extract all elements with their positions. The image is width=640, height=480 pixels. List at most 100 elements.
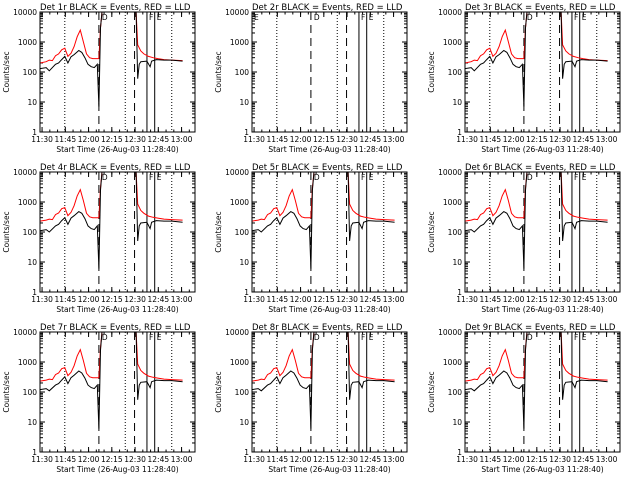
x-tick-label: 12:00 [503, 455, 525, 464]
plot-frame [464, 331, 621, 453]
y-tick-label: 1000 [18, 198, 37, 207]
x-tick-label: 11:30 [243, 135, 265, 144]
y-tick-label: 1000 [230, 38, 249, 47]
series-events-black [40, 332, 183, 429]
saturation-marker: D [527, 13, 533, 22]
x-tick-label: 12:45 [573, 295, 595, 304]
panel-det-5r: Det 5r BLACK = Events, RED = LLD Counts/s… [214, 163, 408, 314]
y-tick-label: 10 [452, 98, 462, 107]
x-axis-label: Start Time (26-Aug-03 11:28:40) [268, 465, 390, 474]
annotation-letter: E [157, 173, 162, 182]
annotation-letter: F [574, 13, 578, 22]
x-tick-label: 11:45 [267, 295, 289, 304]
y-tick-label: 100 [23, 228, 38, 237]
x-axis-label: Start Time (26-Aug-03 11:28:40) [56, 305, 178, 314]
saturation-marker: D [102, 13, 108, 22]
plot-frame [464, 11, 621, 133]
series-events-black [465, 12, 608, 107]
panel-det-3r: Det 3r BLACK = Events, RED = LLD Counts/s… [427, 3, 621, 154]
y-tick-label: 100 [23, 388, 38, 397]
annotation-letter: E [582, 13, 587, 22]
series-lld-red [40, 332, 183, 382]
x-tick-label: 13:00 [171, 455, 193, 464]
y-axis-label: Counts/sec [214, 371, 223, 412]
annotation-letter: E [369, 333, 374, 342]
x-tick-label: 12:15 [526, 135, 548, 144]
panel-title: Det 2r BLACK = Events, RED = LLD [252, 3, 403, 13]
annotation-letter: F [361, 173, 365, 182]
series-events-black [40, 172, 183, 269]
y-tick-label: 10000 [225, 168, 249, 177]
y-axis-label: Counts/sec [2, 51, 11, 92]
panel-title: Det 9r BLACK = Events, RED = LLD [465, 323, 616, 333]
x-tick-label: 13:00 [383, 295, 405, 304]
y-axis-label: Counts/sec [427, 211, 436, 252]
y-tick-label: 10000 [13, 8, 37, 17]
panel-title: Det 3r BLACK = Events, RED = LLD [465, 3, 616, 13]
x-tick-label: 12:00 [78, 135, 100, 144]
annotation-letter: E [369, 13, 374, 22]
x-tick-label: 11:30 [31, 295, 53, 304]
panel-det-9r: Det 9r BLACK = Events, RED = LLD Counts/s… [427, 323, 621, 474]
y-axis-label: Counts/sec [2, 371, 11, 412]
y-tick-label: 10 [239, 98, 249, 107]
y-tick-label: 10000 [438, 328, 462, 337]
y-tick-label: 10000 [225, 328, 249, 337]
series-events-black [465, 172, 608, 269]
x-tick-label: 11:45 [267, 135, 289, 144]
panel-title: Det 5r BLACK = Events, RED = LLD [252, 163, 403, 173]
y-tick-label: 10 [452, 258, 462, 267]
series-lld-red [40, 172, 183, 222]
x-tick-label: 11:45 [55, 135, 77, 144]
y-tick-label: 10 [27, 418, 37, 427]
x-tick-label: 13:00 [383, 455, 405, 464]
series-events-black [465, 332, 608, 429]
y-tick-label: 100 [448, 68, 463, 77]
panel-title: Det 7r BLACK = Events, RED = LLD [40, 323, 191, 333]
x-tick-label: 11:45 [267, 455, 289, 464]
annotation-letter: E [582, 333, 587, 342]
panel-det-7r: Det 7r BLACK = Events, RED = LLD Counts/s… [2, 323, 196, 474]
y-tick-label: 10000 [438, 8, 462, 17]
x-tick-label: 12:00 [290, 455, 312, 464]
y-axis-label: Counts/sec [427, 371, 436, 412]
y-tick-label: 10000 [438, 168, 462, 177]
y-tick-label: 1000 [230, 198, 249, 207]
series-lld-red [40, 12, 183, 64]
y-tick-label: 1 [244, 288, 249, 297]
x-tick-label: 12:45 [573, 135, 595, 144]
y-tick-label: 1 [32, 288, 37, 297]
plot-frame [39, 11, 196, 133]
annotation-letter: E [157, 333, 162, 342]
series-lld-red [465, 172, 608, 222]
y-tick-label: 100 [448, 228, 463, 237]
y-tick-label: 1 [244, 128, 249, 137]
plot-frame [251, 171, 408, 293]
annotation-letter: E [369, 173, 374, 182]
saturation-marker: D [527, 333, 533, 342]
series-events-black [252, 332, 395, 429]
y-tick-label: 10000 [225, 8, 249, 17]
annotation-letter: F [361, 333, 365, 342]
x-tick-label: 12:45 [360, 455, 382, 464]
saturation-marker: D [314, 13, 320, 22]
y-tick-label: 10000 [13, 168, 37, 177]
x-axis-label: Start Time (26-Aug-03 11:28:40) [268, 145, 390, 154]
series-events-black [40, 12, 183, 107]
y-tick-label: 1 [457, 448, 462, 457]
x-axis-label: Start Time (26-Aug-03 11:28:40) [56, 145, 178, 154]
x-tick-label: 11:45 [55, 455, 77, 464]
y-tick-label: 100 [235, 68, 250, 77]
annotation-letter: F [149, 173, 153, 182]
saturation-marker: D [102, 333, 108, 342]
panel-det-6r: Det 6r BLACK = Events, RED = LLD Counts/s… [427, 163, 621, 314]
y-tick-label: 100 [448, 388, 463, 397]
plot-frame [251, 331, 408, 453]
x-tick-label: 12:15 [101, 295, 123, 304]
series-lld-red [252, 332, 395, 382]
panel-det-1r: Det 1r BLACK = Events, RED = LLD Counts/s… [2, 3, 196, 154]
y-tick-label: 10 [239, 258, 249, 267]
saturation-marker: D [527, 173, 533, 182]
x-tick-label: 11:45 [480, 135, 502, 144]
x-tick-label: 11:30 [456, 295, 478, 304]
